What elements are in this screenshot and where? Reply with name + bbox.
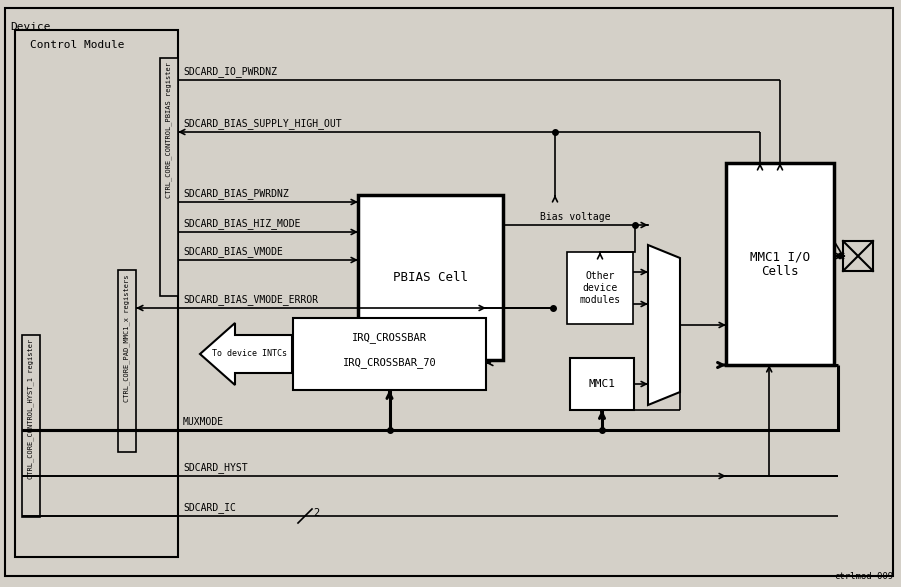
Bar xyxy=(118,270,136,452)
Bar xyxy=(570,358,634,410)
Text: To device INTCs: To device INTCs xyxy=(213,349,287,359)
Text: SDCARD_BIAS_SUPPLY_HIGH_OUT: SDCARD_BIAS_SUPPLY_HIGH_OUT xyxy=(183,118,341,129)
Text: CTRL_CORE_CONTROL_HYST_1 register: CTRL_CORE_CONTROL_HYST_1 register xyxy=(28,339,34,479)
Text: 2: 2 xyxy=(313,508,319,518)
Text: MUXMODE: MUXMODE xyxy=(183,417,224,427)
Text: ctrlmod-009: ctrlmod-009 xyxy=(833,572,893,581)
Bar xyxy=(22,335,40,517)
Bar xyxy=(293,318,486,390)
Text: CTRL_CORE_PAD_MMC1_x registers: CTRL_CORE_PAD_MMC1_x registers xyxy=(123,274,131,402)
Bar xyxy=(726,163,834,365)
Text: SDCARD_BIAS_HIZ_MODE: SDCARD_BIAS_HIZ_MODE xyxy=(183,218,301,229)
Text: MMC1 I/O
Cells: MMC1 I/O Cells xyxy=(750,250,810,278)
Bar xyxy=(843,241,873,271)
Text: IRQ_CROSSBAR: IRQ_CROSSBAR xyxy=(352,333,427,343)
Bar xyxy=(15,30,178,557)
Text: CTRL_CORE_CONTROL_PBIAS register: CTRL_CORE_CONTROL_PBIAS register xyxy=(166,62,172,198)
Bar xyxy=(567,252,633,324)
Polygon shape xyxy=(648,245,680,405)
Text: SDCARD_BIAS_VMODE_ERROR: SDCARD_BIAS_VMODE_ERROR xyxy=(183,294,318,305)
Text: SDCARD_IC: SDCARD_IC xyxy=(183,502,236,513)
Text: Device: Device xyxy=(10,22,50,32)
Bar xyxy=(160,58,178,296)
Text: SDCARD_HYST: SDCARD_HYST xyxy=(183,462,248,473)
Text: Control Module: Control Module xyxy=(30,40,124,50)
Text: SDCARD_BIAS_PWRDNZ: SDCARD_BIAS_PWRDNZ xyxy=(183,188,288,199)
Text: SDCARD_IO_PWRDNZ: SDCARD_IO_PWRDNZ xyxy=(183,66,277,77)
Text: Other
device
modules: Other device modules xyxy=(579,271,621,305)
Text: PBIAS Cell: PBIAS Cell xyxy=(393,271,468,284)
Text: SDCARD_BIAS_VMODE: SDCARD_BIAS_VMODE xyxy=(183,246,283,257)
Polygon shape xyxy=(200,323,292,385)
Text: Bias voltage: Bias voltage xyxy=(540,212,610,222)
Text: IRQ_CROSSBAR_70: IRQ_CROSSBAR_70 xyxy=(342,357,436,369)
Text: MMC1: MMC1 xyxy=(588,379,615,389)
Bar xyxy=(358,195,503,360)
